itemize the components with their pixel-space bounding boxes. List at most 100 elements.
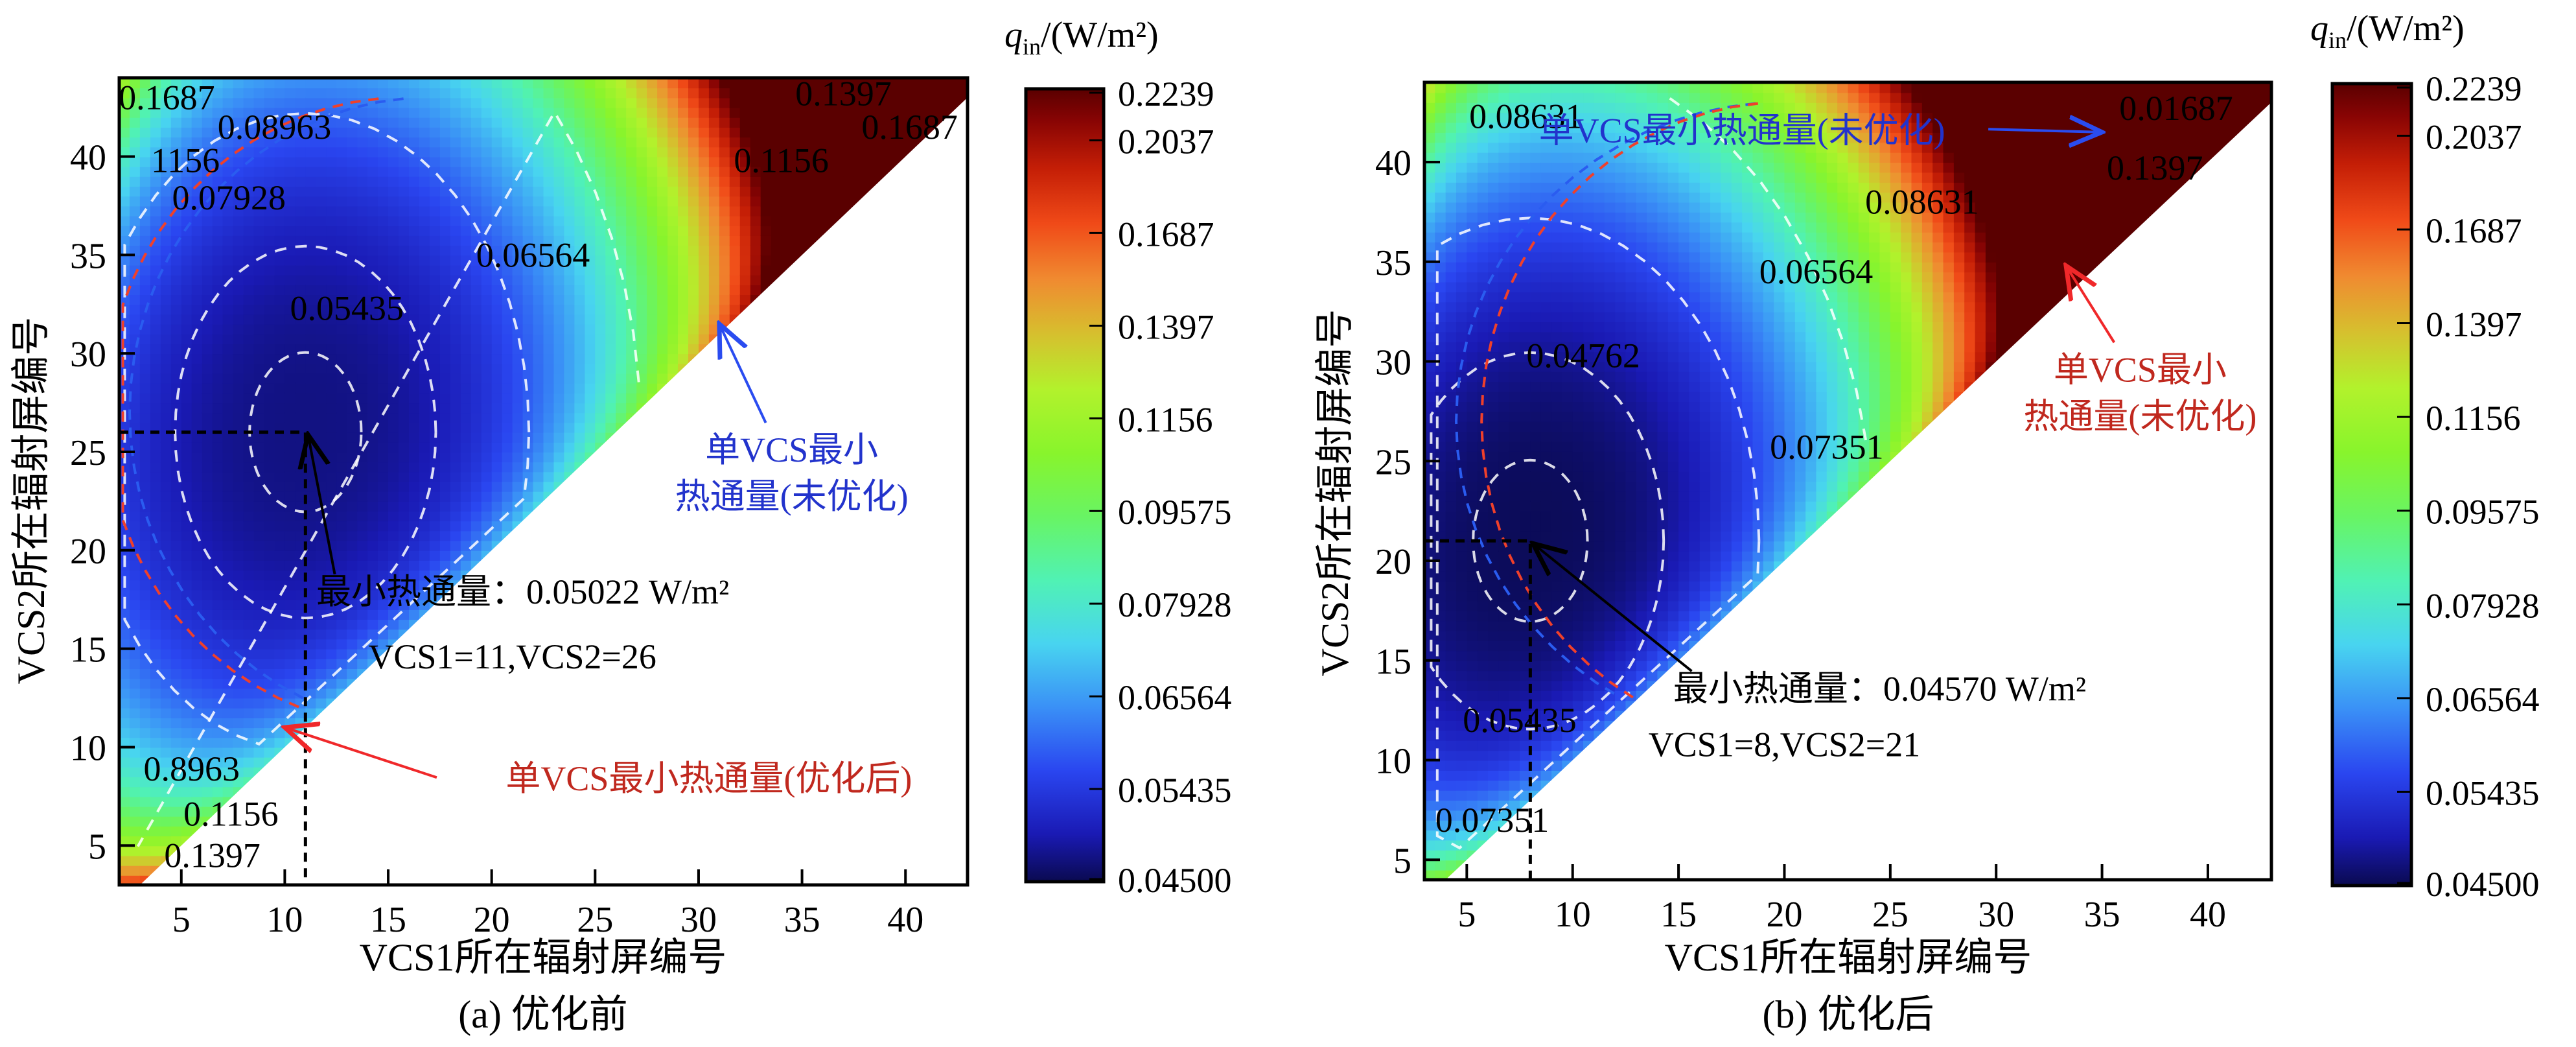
heat-cell xyxy=(1572,630,1584,641)
heat-cell xyxy=(347,412,358,423)
heat-cell xyxy=(160,274,172,285)
heat-cell xyxy=(1488,162,1500,173)
heat-cell xyxy=(502,392,513,404)
heat-cell xyxy=(347,333,358,344)
heat-cell xyxy=(667,186,679,197)
heat-cell xyxy=(378,363,389,374)
heat-cell xyxy=(1488,211,1500,223)
heat-cell xyxy=(874,147,886,158)
heat-cell xyxy=(191,500,203,512)
heat-cell xyxy=(791,235,803,246)
heat-cell xyxy=(160,333,172,344)
heat-cell xyxy=(1509,142,1520,153)
heat-cell xyxy=(347,324,358,335)
heat-cell xyxy=(150,570,161,581)
heat-cell xyxy=(750,196,761,207)
heat-cell xyxy=(533,491,544,502)
heat-cell xyxy=(543,88,555,99)
heat-cell xyxy=(657,166,669,177)
heat-cell xyxy=(150,363,161,374)
heat-cell xyxy=(357,314,369,325)
heat-cell xyxy=(616,147,627,158)
heat-cell xyxy=(222,245,234,256)
heat-cell xyxy=(1530,152,1542,163)
heat-cell xyxy=(429,333,441,344)
heat-cell xyxy=(1488,421,1500,432)
heat-cell xyxy=(429,196,441,207)
heat-cell xyxy=(699,137,710,148)
heat-cell xyxy=(605,147,617,158)
heat-cell xyxy=(222,206,234,217)
heat-cell xyxy=(626,324,638,335)
heat-cell xyxy=(667,284,679,295)
heat-cell xyxy=(657,304,669,315)
heat-cell xyxy=(1583,401,1595,412)
heat-cell xyxy=(502,452,513,463)
heat-cell xyxy=(626,176,638,187)
heat-cell xyxy=(1498,411,1510,422)
heat-cell xyxy=(284,137,296,148)
heat-cell xyxy=(378,255,389,266)
heat-cell xyxy=(409,363,420,374)
heat-cell xyxy=(326,521,338,532)
heat-cell xyxy=(191,126,203,138)
heat-cell xyxy=(708,117,720,128)
heat-cell xyxy=(470,137,482,148)
heat-cell xyxy=(1498,500,1510,512)
heat-cell xyxy=(1424,840,1436,851)
heat-cell xyxy=(378,432,389,443)
heat-cell xyxy=(367,441,379,453)
heat-cell xyxy=(1572,511,1584,522)
heat-cell xyxy=(1445,710,1457,721)
heat-cell xyxy=(357,491,369,502)
heat-cell xyxy=(1424,211,1436,223)
heat-cell xyxy=(212,589,224,600)
heat-cell xyxy=(305,688,317,699)
heat-cell xyxy=(253,265,265,276)
heat-cell xyxy=(274,599,286,610)
heat-cell xyxy=(388,117,399,128)
heat-cell xyxy=(450,97,461,108)
heat-cell xyxy=(191,481,203,492)
heat-cell xyxy=(1551,411,1563,422)
heat-cell xyxy=(170,284,182,295)
heat-cell xyxy=(1456,162,1468,173)
heat-cell xyxy=(326,500,338,512)
heat-cell xyxy=(1424,231,1436,242)
heat-cell xyxy=(222,570,234,581)
heat-cell xyxy=(1530,471,1542,482)
heat-cell xyxy=(1583,202,1595,213)
heat-cell xyxy=(222,481,234,492)
heat-cell xyxy=(533,284,544,295)
heat-cell xyxy=(139,265,151,276)
heat-cell xyxy=(233,540,244,551)
heat-cell xyxy=(326,471,338,482)
heat-cell xyxy=(667,363,679,374)
heat-cell xyxy=(1530,311,1542,322)
heat-cell xyxy=(533,196,544,207)
heat-cell xyxy=(264,156,275,167)
heat-cell xyxy=(522,500,534,512)
heat-cell xyxy=(1604,281,1616,292)
heat-cell xyxy=(243,382,255,394)
heat-cell xyxy=(150,412,161,423)
heat-cell xyxy=(678,235,689,246)
heat-cell xyxy=(502,500,513,512)
heat-cell xyxy=(1583,231,1595,242)
heat-cell xyxy=(564,441,575,453)
heat-cell xyxy=(233,747,244,758)
heat-cell xyxy=(1477,750,1489,761)
heat-cell xyxy=(491,452,503,463)
heat-cell xyxy=(409,304,420,315)
heat-cell xyxy=(1604,451,1616,462)
heat-cell xyxy=(1488,431,1500,442)
heat-cell xyxy=(305,491,317,502)
heat-cell xyxy=(264,452,275,463)
colorbar-a: qin/(W/m²) 0.22390.20370.16870.13970.115… xyxy=(1004,15,1232,900)
heat-cell xyxy=(419,147,430,158)
heat-cell xyxy=(502,462,513,473)
heat-cell xyxy=(191,97,203,108)
heat-cell xyxy=(771,255,782,266)
heat-cell xyxy=(336,530,348,541)
heat-cell xyxy=(399,284,410,295)
